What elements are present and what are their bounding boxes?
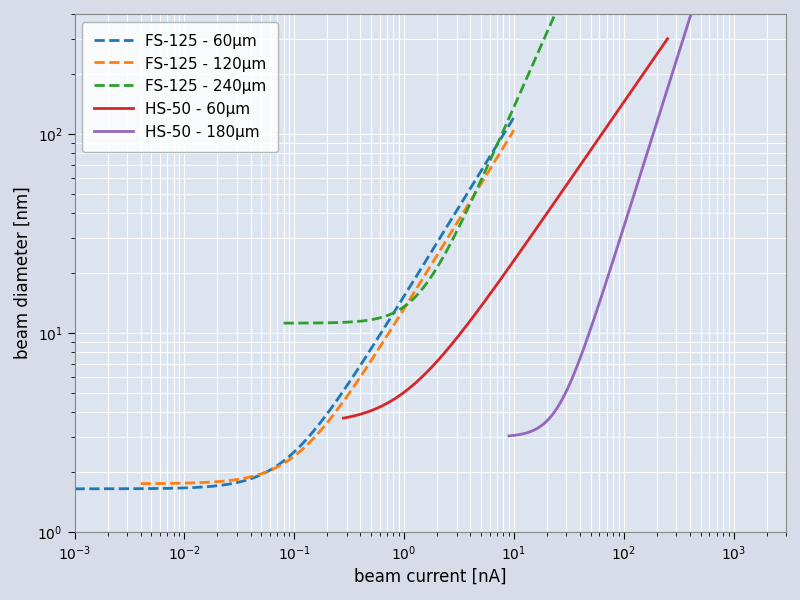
FS-125 - 120μm [385, 328, 394, 335]
FS-125 - 120μm [136, 480, 146, 487]
FS-125 - 120μm [232, 476, 242, 483]
Line: FS-125 - 120μm: FS-125 - 120μm [141, 130, 514, 484]
FS-125 - 120μm [305, 439, 314, 446]
FS-125 - 240μm [468, 195, 478, 202]
FS-125 - 240μm [351, 318, 361, 325]
HS-50 - 60μm [555, 191, 565, 198]
HS-50 - 60μm [662, 35, 672, 42]
HS-50 - 60μm [338, 415, 348, 422]
FS-125 - 60μm [147, 485, 157, 492]
FS-125 - 240μm [492, 142, 502, 149]
FS-125 - 120μm [509, 127, 518, 134]
FS-125 - 240μm [279, 320, 289, 327]
FS-125 - 60μm [363, 350, 373, 357]
HS-50 - 60μm [396, 391, 406, 398]
HS-50 - 180μm [504, 433, 514, 440]
FS-125 - 60μm [70, 485, 79, 493]
FS-125 - 60μm [401, 290, 410, 298]
Line: FS-125 - 60μm: FS-125 - 60μm [74, 117, 514, 489]
HS-50 - 180μm [653, 115, 662, 122]
Legend: FS-125 - 60μm, FS-125 - 120μm, FS-125 - 240μm, HS-50 - 60μm, HS-50 - 180μm: FS-125 - 60μm, FS-125 - 120μm, FS-125 - … [82, 22, 278, 152]
FS-125 - 60μm [329, 401, 338, 409]
FS-125 - 240μm [329, 319, 338, 326]
HS-50 - 180μm [569, 370, 578, 377]
FS-125 - 60μm [509, 113, 518, 121]
FS-125 - 240μm [446, 241, 455, 248]
X-axis label: beam current [nA]: beam current [nA] [354, 568, 506, 586]
FS-125 - 240μm [406, 297, 416, 304]
FS-125 - 60μm [182, 484, 192, 491]
FS-125 - 120μm [202, 479, 211, 486]
HS-50 - 180μm [549, 409, 558, 416]
HS-50 - 60μm [582, 151, 592, 158]
HS-50 - 60μm [486, 290, 495, 298]
Line: HS-50 - 180μm: HS-50 - 180μm [509, 0, 762, 436]
FS-125 - 120μm [356, 373, 366, 380]
Line: FS-125 - 240μm: FS-125 - 240μm [284, 0, 566, 323]
HS-50 - 60μm [530, 227, 539, 235]
HS-50 - 60μm [422, 369, 431, 376]
FS-125 - 120μm [417, 277, 426, 284]
FS-125 - 60μm [269, 464, 278, 472]
Line: HS-50 - 60μm: HS-50 - 60μm [343, 38, 667, 418]
Y-axis label: beam diameter [nm]: beam diameter [nm] [14, 187, 32, 359]
HS-50 - 180μm [618, 225, 628, 232]
HS-50 - 180μm [673, 52, 682, 59]
